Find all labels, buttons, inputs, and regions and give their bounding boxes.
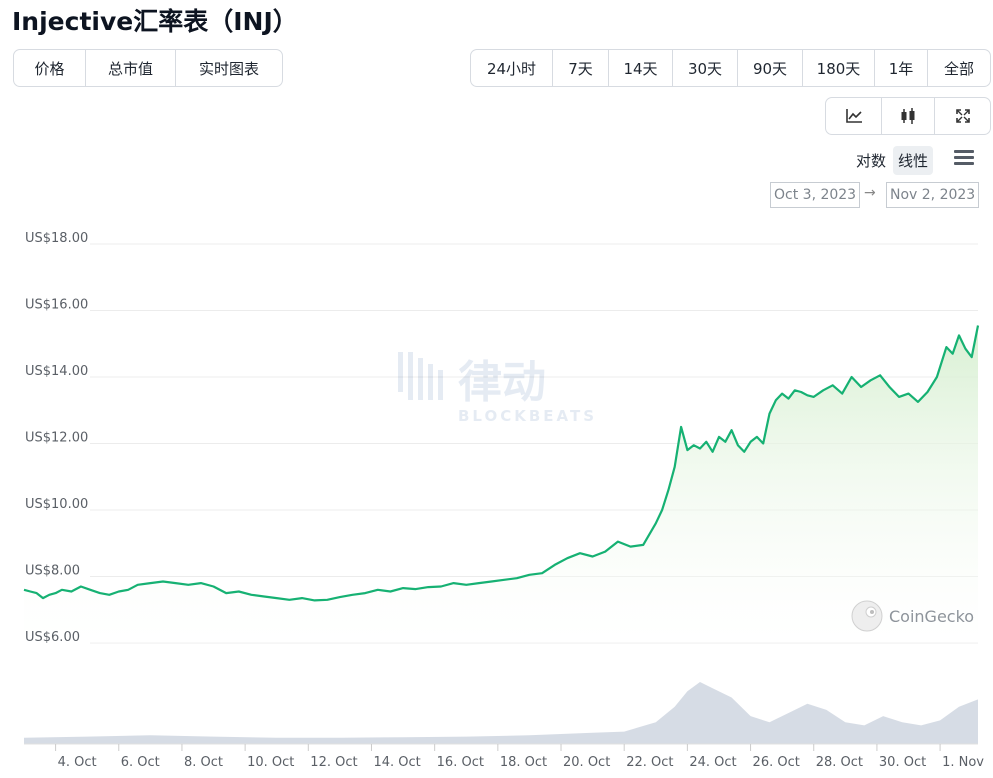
range-24h[interactable]: 24小时 [471, 50, 553, 86]
y-tick-label: US$12.00 [25, 431, 88, 446]
menu-icon[interactable] [954, 150, 974, 168]
range-1y[interactable]: 1年 [875, 50, 928, 86]
date-arrow: → [864, 185, 876, 201]
blockbeats-watermark: 律动 BLOCKBEATS [398, 352, 597, 425]
scale-log-option[interactable]: 对数 [856, 152, 887, 170]
x-tick-label: 22. Oct [626, 755, 673, 770]
x-tick-label: 8. Oct [184, 755, 223, 770]
chart-type-toolbar [825, 97, 991, 135]
x-tick-label: 26. Oct [753, 755, 800, 770]
x-tick-label: 24. Oct [689, 755, 736, 770]
y-tick-label: US$14.00 [25, 364, 88, 379]
x-tick-label: 10. Oct [247, 755, 294, 770]
x-tick-label: 30. Oct [879, 755, 926, 770]
tab-price[interactable]: 价格 [14, 50, 86, 86]
price-area [24, 325, 978, 643]
x-tick-label: 12. Oct [310, 755, 357, 770]
x-tick-layer: 4. Oct 6. Oct 8. Oct 10. Oct 12. Oct 14. Oct 1… [24, 743, 984, 770]
x-tick-label: 6. Oct [121, 755, 160, 770]
date-to-input[interactable]: Nov 2, 2023 [886, 182, 980, 208]
coingecko-logo-icon [851, 600, 883, 632]
fullscreen-button[interactable] [935, 98, 990, 134]
y-tick-label: US$16.00 [25, 298, 88, 313]
volume-area [24, 682, 978, 744]
view-tabs: 价格 总市值 实时图表 [13, 49, 283, 87]
attribution-text: CoinGecko [889, 607, 974, 626]
line-chart-icon [845, 109, 862, 123]
price-line [23, 325, 980, 602]
range-14d[interactable]: 14天 [609, 50, 673, 86]
tab-market-cap[interactable]: 总市值 [86, 50, 176, 86]
candlestick-icon [901, 108, 915, 124]
range-30d[interactable]: 30天 [673, 50, 738, 86]
x-tick-label: 20. Oct [563, 755, 610, 770]
watermark-en: BLOCKBEATS [458, 407, 597, 425]
scale-toggle: 对数 线性 [851, 146, 934, 175]
range-90d[interactable]: 90天 [738, 50, 803, 86]
x-tick-label: 14. Oct [373, 755, 420, 770]
page-title: Injective汇率表（INJ） [12, 7, 298, 36]
x-tick-label: 16. Oct [437, 755, 484, 770]
x-tick-label: 1. Nov [942, 755, 984, 770]
range-all[interactable]: 全部 [943, 59, 974, 78]
volume-layer [24, 682, 978, 744]
tab-live-chart[interactable]: 实时图表 [198, 59, 259, 78]
range-7d[interactable]: 7天 [553, 50, 609, 86]
range-180d[interactable]: 180天 [803, 50, 875, 86]
y-tick-layer: US$6.00 US$8.00 US$10.00 US$12.00 US$14.00 US… [25, 231, 88, 645]
fullscreen-icon [955, 109, 970, 123]
candlestick-button[interactable] [882, 98, 935, 134]
y-tick-label: US$6.00 [25, 630, 80, 645]
line-layer [23, 325, 980, 602]
x-tick-label: 4. Oct [58, 755, 97, 770]
coingecko-attribution: CoinGecko [851, 600, 974, 632]
watermark-cn: 律动 [458, 357, 546, 408]
y-tick-label: US$10.00 [25, 497, 88, 512]
area-layer [24, 325, 978, 643]
x-tick-label: 28. Oct [816, 755, 863, 770]
date-from-input[interactable]: Oct 3, 2023 [770, 182, 861, 208]
y-tick-label: US$18.00 [25, 231, 88, 246]
scale-linear-option[interactable]: 线性 [893, 146, 934, 175]
line-chart-button[interactable] [826, 98, 882, 134]
y-tick-label: US$8.00 [25, 564, 80, 579]
x-tick-label: 18. Oct [500, 755, 547, 770]
range-tabs: 24小时 7天 14天 30天 90天 180天 1年 全部 [470, 49, 991, 87]
